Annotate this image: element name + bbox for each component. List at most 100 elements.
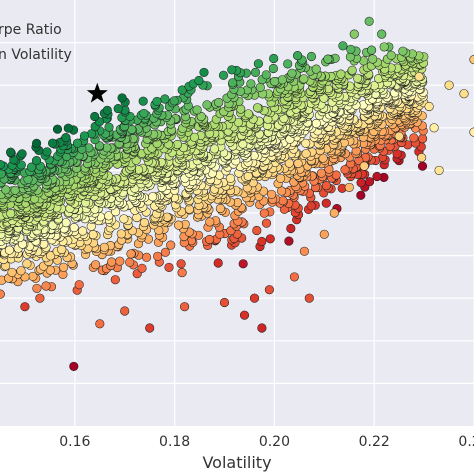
scatter-point: [119, 214, 129, 224]
scatter-point-outlier: [459, 89, 469, 99]
scatter-point-outlier: [344, 182, 354, 192]
scatter-point-outlier: [434, 165, 444, 175]
scatter-point: [78, 226, 88, 236]
scatter-point: [139, 108, 149, 118]
scatter-point-outlier: [264, 285, 274, 295]
scatter-point: [117, 93, 127, 103]
scatter-point: [238, 259, 248, 269]
scatter-point: [392, 149, 402, 159]
scatter-point-outlier: [364, 16, 374, 26]
scatter-point: [1, 185, 11, 195]
scatter-point: [356, 190, 366, 200]
scatter-point: [52, 124, 63, 134]
scatter-point: [160, 247, 170, 257]
scatter-point: [340, 165, 350, 175]
scatter-point: [261, 70, 271, 80]
scatter-point-outlier: [444, 80, 454, 90]
scatter-point: [284, 158, 294, 168]
scatter-point: [347, 65, 357, 75]
scatter-point: [417, 161, 428, 171]
scatter-point: [169, 96, 179, 106]
scatter-point: [367, 45, 377, 55]
scatter-point: [284, 236, 294, 246]
scatter-point: [269, 53, 279, 64]
scatter-point: [16, 266, 26, 276]
scatter-point: [255, 82, 265, 92]
scatter-point: [46, 251, 56, 261]
scatter-point: [246, 79, 256, 89]
scatter-point: [107, 257, 117, 267]
scatter-point: [72, 138, 83, 148]
scatter-point: [215, 203, 225, 214]
scatter-point: [90, 111, 100, 122]
scatter-point: [265, 234, 275, 244]
scatter-point: [418, 134, 428, 144]
x-tick-labels: 0.16 0.18 0.20 0.22 0.24: [59, 434, 474, 450]
x-tick-label: 0.16: [59, 434, 90, 450]
scatter-point: [69, 223, 79, 233]
scatter-point-outlier: [469, 127, 474, 137]
x-tick-label: 0.22: [359, 434, 390, 450]
scatter-point: [27, 162, 37, 172]
scatter-point: [253, 59, 263, 69]
scatter-point: [138, 96, 148, 106]
scatter-point-outlier: [299, 246, 309, 256]
scatter-point: [194, 75, 204, 86]
scatter-point: [243, 109, 253, 119]
scatter-point: [213, 258, 223, 268]
scatter-point: [398, 46, 408, 56]
scatter-point: [365, 177, 375, 187]
scatter-point: [336, 69, 346, 79]
scatter-point: [301, 149, 311, 159]
scatter-point: [270, 76, 280, 87]
scatter-point: [252, 225, 262, 236]
scatter-point-outlier: [95, 319, 105, 329]
scatter-point-outlier: [239, 310, 250, 320]
scatter-point: [42, 147, 52, 157]
scatter-point: [32, 283, 42, 293]
scatter-point: [63, 123, 73, 133]
scatter-point: [142, 252, 152, 262]
scatter-point: [31, 156, 42, 166]
scatter-point: [74, 280, 84, 290]
scatter-point: [252, 103, 263, 113]
scatter-point: [209, 144, 220, 154]
scatter-point-outlier: [349, 29, 359, 39]
scatter-point-outlier: [304, 293, 314, 303]
scatter-point: [164, 262, 174, 272]
scatter-point: [386, 50, 396, 60]
scatter-point-outlier: [359, 161, 369, 171]
scatter-point: [125, 257, 135, 267]
scatter-point: [6, 147, 16, 157]
scatter-point: [250, 67, 261, 77]
scatter-point: [94, 141, 105, 151]
scatter-point: [99, 242, 109, 252]
scatter-point-outlier: [219, 297, 230, 308]
scatter-point-outlier: [429, 123, 439, 133]
scatter-point-outlier: [257, 323, 267, 333]
scatter-point: [0, 160, 5, 170]
scatter-point-outlier: [20, 302, 30, 312]
scatter-point: [115, 256, 125, 266]
x-tick-label: 0.20: [259, 434, 290, 450]
scatter-point: [233, 117, 243, 127]
scatter-point-outlier: [377, 29, 387, 39]
x-tick-label: 0.18: [159, 434, 190, 450]
scatter-point-outlier: [69, 361, 79, 371]
scatter-point: [293, 158, 303, 169]
scatter-point: [153, 251, 163, 261]
scatter-point: [356, 178, 366, 188]
scatter-point: [346, 44, 356, 54]
scatter-point: [79, 131, 90, 141]
scatter-point: [110, 275, 120, 285]
scatter-point: [113, 104, 123, 114]
scatter-point: [227, 65, 237, 75]
scatter-point: [32, 138, 42, 148]
scatter-point: [338, 41, 348, 51]
scatter-point: [372, 171, 382, 182]
scatter-point: [306, 51, 316, 62]
scatter-point: [166, 240, 176, 250]
scatter-point: [287, 68, 297, 78]
scatter-point: [306, 201, 316, 211]
scatter-point-outlier: [424, 101, 434, 112]
